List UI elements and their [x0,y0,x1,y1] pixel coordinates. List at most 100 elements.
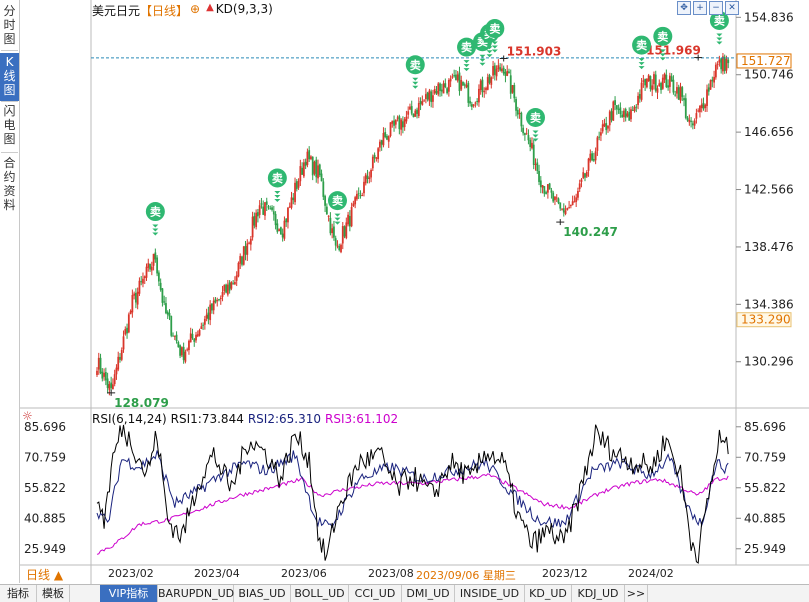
candle-body [624,109,627,118]
candle-body [667,85,670,88]
sell-arrow-icon [532,134,539,138]
tab-bias-ud[interactable]: BIAS_UD [234,585,291,602]
candle-body [463,84,466,86]
candle-body [601,124,604,132]
candle-body [497,65,500,70]
tab-more-icon[interactable]: >> [625,585,648,602]
sell-signal-text: 卖 [477,35,488,49]
candle-body [179,345,182,356]
candle-body [375,157,378,159]
candle-body [654,74,657,91]
move-icon[interactable]: ✥ [677,1,691,15]
candle-body [386,135,388,140]
candle-body [373,154,376,159]
candle-body [104,372,107,381]
candle-body [301,167,304,175]
candle-body [393,120,395,126]
candle-body [235,275,238,281]
sell-arrow-icon [152,232,159,236]
candle-body [239,256,242,264]
candle-body [122,336,125,350]
candle-body [409,106,411,110]
candle-body [439,83,441,91]
candle-body [212,300,215,311]
price-tick-label: 134.386 [744,297,794,311]
sell-arrow-icon [659,57,666,61]
candle-body [568,207,570,209]
candle-body [569,205,572,207]
candle-body [513,84,516,99]
sell-signal-badge [653,26,673,46]
chart-canvas[interactable]: 154.836 150.746 146.656 142.566 138.476 134.3… [0,0,809,584]
candle-body [221,292,224,297]
candle-body [444,83,447,88]
candle-body [182,346,185,361]
candle-body [371,156,374,169]
high-marker-label: 151.969 [646,44,701,58]
zoom-out-icon[interactable]: − [709,1,723,15]
indicator-settings-icon[interactable]: ☼ [22,409,33,423]
candle-body [488,75,491,83]
sell-signal-icon: 卖 [526,108,546,142]
tab-cci-ud[interactable]: CCI_UD [349,585,402,602]
candle-body [647,75,650,82]
candle-body [106,378,109,388]
candle-body [615,105,618,110]
candle-body [345,222,348,239]
candle-body [283,220,286,239]
candle-body [665,74,668,87]
candle-body [279,227,282,235]
tab-dmi-ud[interactable]: DMI_UD [402,585,455,602]
tab-inside-ud[interactable]: INSIDE_UD [455,585,525,602]
candle-body [255,212,258,228]
candle-body [333,226,335,238]
candle-body [391,120,394,124]
candle-body [168,313,171,317]
candle-body [561,209,563,211]
candle-body [522,127,525,134]
candle-body [571,201,574,206]
current-price-label: 151.727 [741,54,791,68]
tab-barupdn-ud[interactable]: BARUPDN_UD [158,585,235,602]
up-arrow-icon[interactable]: ▲ [206,2,214,13]
candle-body [290,197,293,208]
tab-indicators[interactable]: 指标 [0,585,37,602]
candle-body [334,238,337,246]
sell-signal-text: 卖 [272,171,283,185]
candle-body [706,89,708,106]
candle-body [688,119,691,123]
sell-signal-icon: 卖 [709,10,729,45]
candle-body [481,79,484,93]
sell-arrow-icon [659,53,666,57]
candle-body [343,226,346,237]
circled-plus-icon[interactable]: ⊕ [190,2,201,16]
tab-flash-chart[interactable]: 闪 电 图 [3,104,16,146]
tab-time-share[interactable]: 分 时 图 [3,4,16,46]
sell-arrow-icon [334,217,341,221]
candle-body [265,201,268,205]
tab-kdj-ud[interactable]: KDJ_UD [572,585,625,602]
cursor-date-label: 2023/09/06 星期三 [416,569,516,582]
tab-vip-indicators[interactable]: VIP指标 [100,585,158,602]
sell-signal-text: 卖 [410,58,421,72]
tab-kline[interactable]: K 线 图 [0,53,19,101]
sell-signal-text: 卖 [461,40,472,54]
zoom-in-icon[interactable]: + [693,1,707,15]
close-icon[interactable]: ✕ [725,1,739,15]
candle-body [173,335,176,337]
tab-templates[interactable]: 模板 [37,585,70,602]
candle-body [170,316,173,336]
candle-body [419,101,422,104]
tab-contract-info[interactable]: 合 约 资 料 [3,156,16,212]
period-selector-button[interactable]: 日线 ▲ [26,568,64,582]
candle-body [640,82,643,100]
sell-signal-text: 卖 [150,205,161,219]
tab-boll-ud[interactable]: BOLL_UD [291,585,349,602]
tab-kd-ud[interactable]: KD_UD [525,585,572,602]
indicator-label[interactable]: KD(9,3,3) [215,2,273,16]
rsi-tick-label: 25.949 [744,542,786,556]
candle-body [638,94,641,99]
sell-arrow-icon [716,41,723,45]
candle-body [347,214,349,225]
candle-body [527,135,530,141]
